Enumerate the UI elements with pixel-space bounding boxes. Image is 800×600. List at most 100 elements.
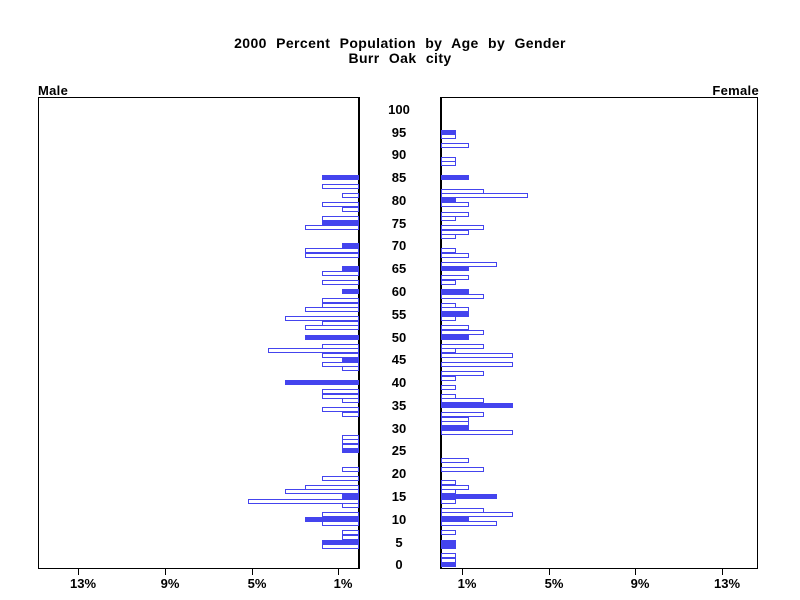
male-bar-age-19 — [322, 476, 359, 481]
female-bar-age-72 — [441, 234, 456, 239]
male-bar-age-33 — [342, 412, 359, 417]
male-bar-age-74 — [305, 225, 359, 230]
female-bar-age-48 — [441, 344, 484, 349]
male-bar-age-43 — [342, 366, 359, 371]
female-bar-age-60 — [441, 289, 469, 294]
female-bar-age-4 — [441, 544, 456, 549]
female-bar-age-92 — [441, 143, 469, 148]
male-bar-age-68 — [305, 253, 359, 258]
male-bar-age-4 — [322, 544, 359, 549]
age-axis-label-10: 10 — [391, 512, 407, 527]
male-bar-age-83 — [322, 184, 359, 189]
male-bar-age-7 — [342, 530, 359, 535]
male-bar-age-40 — [285, 380, 359, 385]
male-bar-age-52 — [305, 325, 359, 330]
male-tick-13 — [78, 569, 79, 575]
female-bar-age-69 — [441, 248, 456, 253]
age-axis-label-100: 100 — [388, 102, 410, 117]
female-bar-age-14 — [441, 499, 456, 504]
age-axis-label-75: 75 — [391, 216, 407, 231]
male-tick-label-13: 13% — [69, 576, 97, 591]
male-bar-age-37 — [322, 394, 359, 399]
male-bar-age-21 — [342, 467, 359, 472]
age-axis-label-90: 90 — [391, 147, 407, 162]
female-bar-age-56 — [441, 307, 469, 312]
female-plot-area — [440, 97, 758, 569]
female-bar-age-31 — [441, 421, 469, 426]
female-bar-age-47 — [441, 348, 456, 353]
female-bar-age-11 — [441, 512, 513, 517]
female-bar-age-42 — [441, 371, 484, 376]
male-bar-age-46 — [322, 353, 359, 358]
female-bar-age-50 — [441, 335, 469, 340]
age-axis-label-35: 35 — [391, 398, 407, 413]
female-tick-13 — [722, 569, 723, 575]
female-bar-age-29 — [441, 430, 513, 435]
male-bar-age-44 — [322, 362, 359, 367]
male-bar-age-60 — [342, 289, 359, 294]
male-tick-5 — [252, 569, 253, 575]
female-bar-age-23 — [441, 458, 469, 463]
male-bar-age-13 — [342, 503, 359, 508]
female-panel-label: Female — [712, 83, 759, 98]
female-bar-age-44 — [441, 362, 513, 367]
female-bar-age-39 — [441, 385, 456, 390]
male-bar-age-81 — [342, 193, 359, 198]
female-bar-age-66 — [441, 262, 497, 267]
female-bar-age-41 — [441, 376, 456, 381]
male-bar-age-47 — [268, 348, 359, 353]
male-tick-label-1: 1% — [333, 576, 353, 591]
age-axis-label-15: 15 — [391, 489, 407, 504]
age-axis-label-65: 65 — [391, 261, 407, 276]
age-axis-label-55: 55 — [391, 307, 407, 322]
age-axis-label-30: 30 — [391, 421, 407, 436]
female-bar-age-74 — [441, 225, 484, 230]
male-bar-age-58 — [322, 298, 359, 303]
female-bar-age-21 — [441, 467, 484, 472]
female-bar-age-36 — [441, 398, 484, 403]
male-bar-age-62 — [322, 280, 359, 285]
age-axis-label-85: 85 — [391, 170, 407, 185]
male-bar-age-79 — [322, 202, 359, 207]
age-axis-label-20: 20 — [391, 466, 407, 481]
female-bar-age-88 — [441, 161, 456, 166]
male-bar-age-25 — [342, 448, 359, 453]
age-axis-label-50: 50 — [391, 330, 407, 345]
female-bar-age-7 — [441, 530, 456, 535]
female-tick-label-9: 9% — [630, 576, 650, 591]
female-bar-age-81 — [441, 193, 528, 198]
male-tick-9 — [165, 569, 166, 575]
female-bar-age-94 — [441, 134, 456, 139]
chart-subtitle: Burr Oak city — [348, 50, 452, 66]
male-bar-age-64 — [322, 271, 359, 276]
age-axis-label-45: 45 — [391, 352, 407, 367]
female-bar-age-2 — [441, 553, 456, 558]
male-bar-age-56 — [305, 307, 359, 312]
chart-title-block: 2000 Percent Population by Age by Gender… — [0, 36, 800, 66]
female-bar-age-59 — [441, 294, 484, 299]
female-tick-label-1: 1% — [457, 576, 477, 591]
female-bar-age-85 — [441, 175, 469, 180]
female-bar-age-54 — [441, 316, 456, 321]
male-bar-age-11 — [322, 512, 359, 517]
female-bar-age-16 — [441, 489, 456, 494]
male-bar-age-45 — [342, 357, 359, 362]
female-bar-age-63 — [441, 275, 469, 280]
age-axis-label-0: 0 — [395, 557, 403, 572]
male-bar-age-14 — [248, 499, 359, 504]
chart-title: 2000 Percent Population by Age by Gender — [234, 35, 566, 51]
male-bar-age-36 — [342, 398, 359, 403]
female-tick-9 — [635, 569, 636, 575]
age-axis-label-80: 80 — [391, 193, 407, 208]
male-bar-age-6 — [342, 535, 359, 540]
male-bar-age-16 — [285, 489, 359, 494]
female-bar-age-0 — [441, 562, 456, 567]
age-axis-label-95: 95 — [391, 125, 407, 140]
age-axis-label-40: 40 — [391, 375, 407, 390]
female-tick-5 — [549, 569, 550, 575]
female-bar-age-51 — [441, 330, 484, 335]
male-bar-age-69 — [305, 248, 359, 253]
age-axis-label-70: 70 — [391, 238, 407, 253]
female-bar-age-52 — [441, 325, 469, 330]
